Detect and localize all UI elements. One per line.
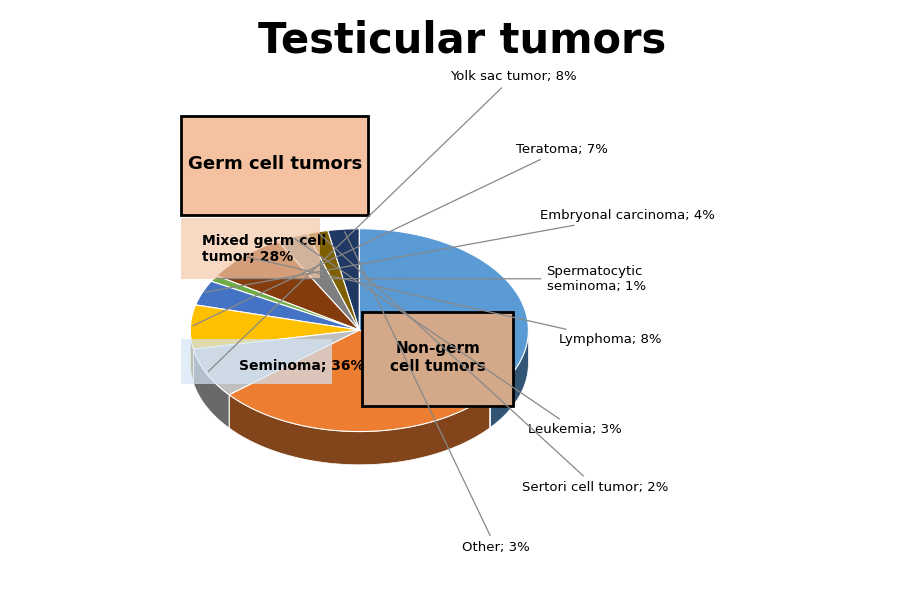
Text: Teratoma; 7%: Teratoma; 7%	[193, 143, 608, 326]
Polygon shape	[229, 330, 490, 431]
FancyBboxPatch shape	[181, 218, 320, 279]
Polygon shape	[193, 349, 229, 428]
Polygon shape	[212, 276, 359, 330]
Text: Sertori cell tumor; 2%: Sertori cell tumor; 2%	[320, 234, 669, 494]
Polygon shape	[190, 330, 193, 382]
Text: Mixed germ cell
tumor; 28%: Mixed germ cell tumor; 28%	[202, 234, 326, 264]
Polygon shape	[328, 229, 359, 330]
Text: Testicular tumors: Testicular tumors	[258, 19, 666, 61]
Text: Yolk sac tumor; 8%: Yolk sac tumor; 8%	[209, 70, 577, 371]
Polygon shape	[193, 330, 359, 395]
FancyBboxPatch shape	[181, 116, 369, 215]
Polygon shape	[196, 282, 359, 330]
Polygon shape	[229, 395, 490, 465]
Text: Non-germ
cell tumors: Non-germ cell tumors	[390, 341, 486, 373]
Text: Spermatocytic
seminoma; 1%: Spermatocytic seminoma; 1%	[216, 265, 646, 293]
FancyBboxPatch shape	[362, 312, 514, 406]
Text: Seminoma; 36%: Seminoma; 36%	[238, 359, 364, 373]
Text: Leukemia; 3%: Leukemia; 3%	[295, 239, 622, 436]
Text: Embryonal carcinoma; 4%: Embryonal carcinoma; 4%	[205, 209, 715, 293]
Text: Other; 3%: Other; 3%	[345, 232, 529, 554]
Polygon shape	[490, 330, 529, 428]
Polygon shape	[190, 305, 359, 349]
Polygon shape	[216, 241, 359, 330]
Polygon shape	[278, 234, 359, 330]
Text: Lymphoma; 8%: Lymphoma; 8%	[247, 257, 661, 346]
Polygon shape	[359, 229, 529, 395]
Text: Germ cell tumors: Germ cell tumors	[188, 155, 362, 173]
Polygon shape	[307, 231, 359, 330]
FancyBboxPatch shape	[181, 339, 333, 384]
